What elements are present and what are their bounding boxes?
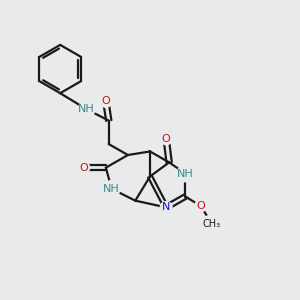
Text: CH₃: CH₃ [203, 219, 221, 229]
Circle shape [160, 202, 172, 213]
Text: O: O [80, 163, 88, 173]
Text: O: O [101, 96, 110, 106]
Text: N: N [162, 202, 170, 212]
Circle shape [195, 200, 206, 212]
Circle shape [203, 215, 221, 232]
Text: NH: NH [78, 104, 95, 114]
Circle shape [78, 162, 90, 174]
Circle shape [100, 95, 112, 107]
Text: NH: NH [103, 184, 120, 194]
Circle shape [160, 133, 172, 145]
Text: O: O [162, 134, 171, 144]
Circle shape [103, 181, 120, 197]
Circle shape [78, 101, 95, 118]
Circle shape [177, 165, 194, 182]
Text: NH: NH [177, 169, 194, 178]
Text: O: O [196, 201, 205, 211]
